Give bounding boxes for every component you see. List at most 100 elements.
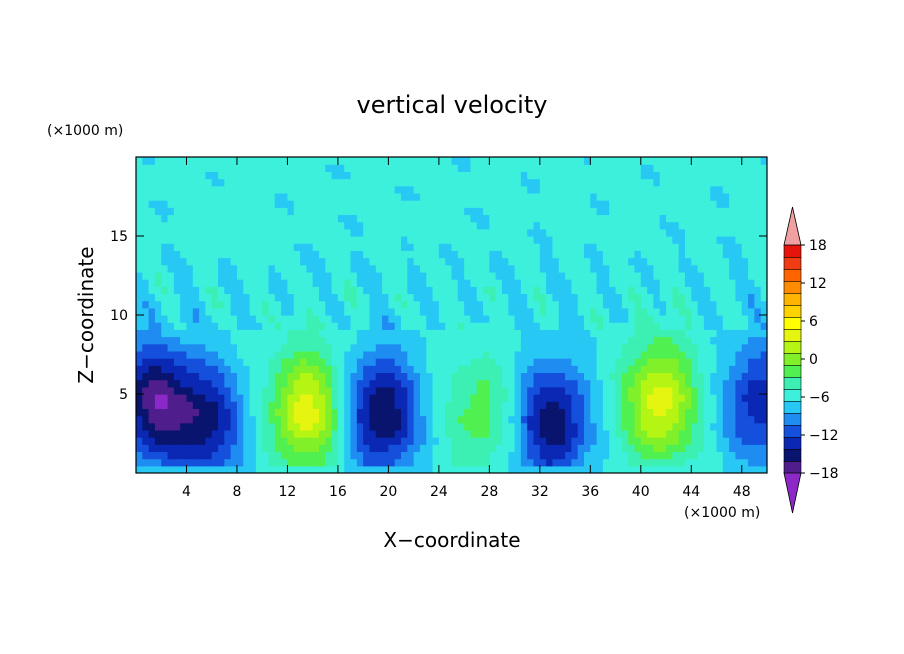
field-cell <box>344 394 352 402</box>
field-cell <box>533 451 541 460</box>
field-cell <box>192 228 200 237</box>
field-cell <box>539 200 547 208</box>
field-cell <box>211 300 219 309</box>
field-cell <box>173 386 181 395</box>
field-cell <box>192 286 200 295</box>
field-cell <box>527 293 535 302</box>
field-cell <box>394 307 402 316</box>
field-cell <box>281 386 289 395</box>
field-cell <box>199 451 207 460</box>
field-cell <box>754 228 762 237</box>
field-cell <box>255 336 263 345</box>
field-cell <box>268 200 276 208</box>
field-cell <box>565 422 572 431</box>
field-cell <box>375 437 383 445</box>
field-cell <box>192 300 200 309</box>
field-cell <box>684 243 692 251</box>
field-cell <box>344 293 352 302</box>
field-cell <box>565 429 572 438</box>
field-cell <box>615 243 623 251</box>
field-cell <box>419 401 427 409</box>
field-cell <box>703 185 711 194</box>
field-cell <box>451 465 459 473</box>
field-cell <box>407 465 415 473</box>
field-cell <box>476 394 484 402</box>
field-cell <box>722 329 730 338</box>
field-cell <box>520 257 528 266</box>
field-cell <box>691 444 699 453</box>
field-cell <box>445 286 453 295</box>
field-cell <box>224 293 232 302</box>
field-cell <box>192 185 200 194</box>
field-cell <box>306 394 314 402</box>
field-cell <box>558 415 566 424</box>
field-cell <box>154 257 162 266</box>
field-cell <box>495 185 503 194</box>
field-cell <box>445 386 453 395</box>
field-cell <box>438 236 446 244</box>
field-cell <box>602 315 610 323</box>
field-cell <box>533 343 541 352</box>
field-cell <box>508 365 516 374</box>
field-cell <box>230 250 238 259</box>
field-cell <box>457 422 465 431</box>
field-cell <box>577 300 585 309</box>
field-cell <box>451 214 459 223</box>
field-cell <box>501 207 509 216</box>
field-cell <box>394 401 402 409</box>
field-cell <box>483 379 490 388</box>
field-cell <box>615 236 623 244</box>
field-cell <box>312 315 320 323</box>
field-cell <box>312 250 320 259</box>
field-cell <box>533 307 541 316</box>
field-cell <box>596 178 604 187</box>
field-cell <box>470 164 478 172</box>
field-cell <box>602 164 610 172</box>
field-cell <box>419 444 427 453</box>
field-cell <box>350 200 358 208</box>
field-cell <box>754 437 762 445</box>
field-cell <box>154 458 162 467</box>
field-cell <box>211 171 219 180</box>
field-cell <box>199 243 207 251</box>
field-cell <box>262 279 270 287</box>
field-cell <box>621 257 629 266</box>
field-cell <box>281 192 289 201</box>
field-cell <box>224 257 232 266</box>
field-cell <box>432 185 440 194</box>
field-cell <box>451 458 459 467</box>
field-cell <box>293 221 301 230</box>
field-cell <box>337 429 345 438</box>
field-cell <box>199 422 207 431</box>
field-cell <box>445 429 453 438</box>
field-cell <box>407 365 415 374</box>
field-cell <box>180 343 188 352</box>
field-cell <box>653 329 661 338</box>
field-cell <box>369 279 377 287</box>
field-cell <box>590 465 598 473</box>
field-cell <box>142 350 150 359</box>
colorbar-tick-label: 12 <box>809 276 827 292</box>
field-cell <box>558 185 566 194</box>
field-cell <box>154 307 162 316</box>
field-cell <box>211 408 219 417</box>
field-cell <box>609 300 617 309</box>
field-cell <box>634 164 642 172</box>
field-cell <box>615 415 623 424</box>
field-cell <box>748 444 755 453</box>
field-cell <box>426 444 434 453</box>
field-cell <box>748 286 755 295</box>
field-cell <box>154 228 162 237</box>
field-cell <box>615 386 623 395</box>
field-cell <box>388 221 396 230</box>
field-cell <box>205 286 213 295</box>
field-cell <box>224 164 232 172</box>
field-cell <box>659 422 667 431</box>
field-cell <box>211 221 219 230</box>
field-cell <box>394 257 402 266</box>
field-cell <box>539 214 547 223</box>
field-cell <box>268 379 276 388</box>
field-cell <box>508 264 516 273</box>
field-cell <box>136 164 143 172</box>
field-cell <box>243 228 251 237</box>
